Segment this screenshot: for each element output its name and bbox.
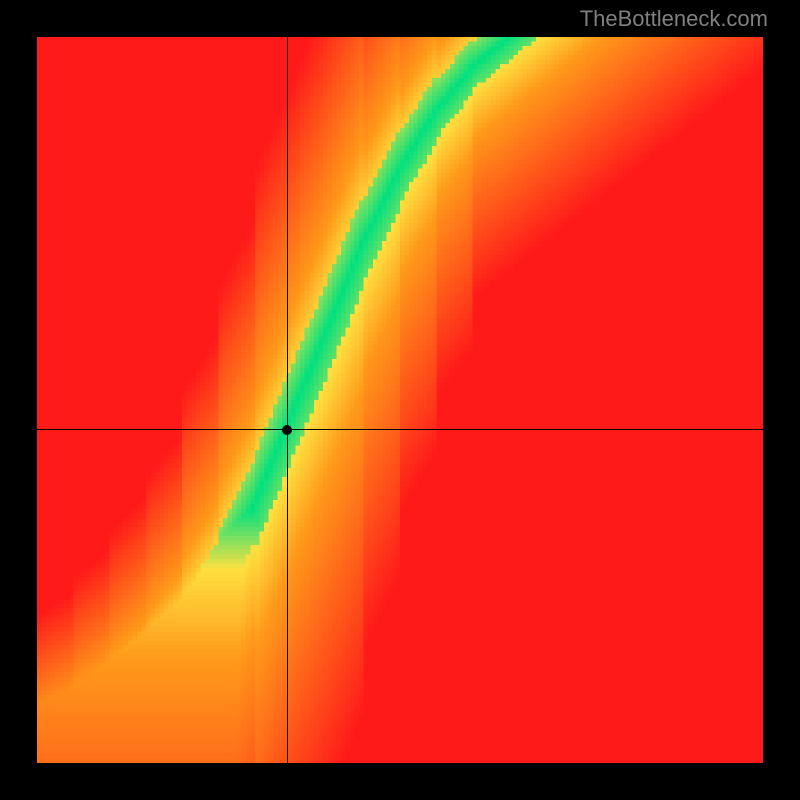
chart-container: TheBottleneck.com	[0, 0, 800, 800]
watermark-text: TheBottleneck.com	[580, 6, 768, 32]
target-dot	[282, 425, 292, 435]
crosshair-horizontal	[37, 429, 763, 430]
crosshair-vertical	[287, 37, 288, 763]
bottleneck-heatmap	[37, 37, 763, 763]
